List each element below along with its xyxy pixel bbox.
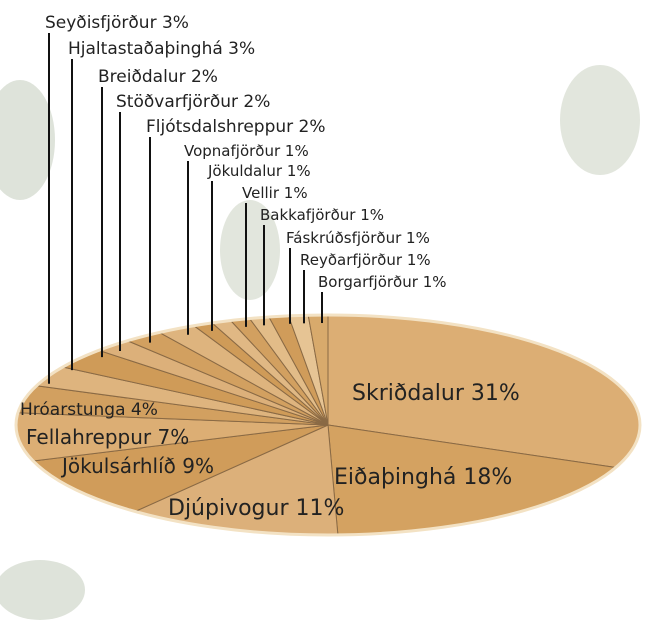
slice-label: Borgarfjörður 1%: [318, 273, 446, 291]
slice-label: Breiðdalur 2%: [98, 67, 218, 87]
category-label: Vopnafjörður: [184, 142, 281, 160]
slice-label: Jökulsárhlíð 9%: [60, 454, 214, 478]
category-label: Fljótsdalshreppur: [146, 117, 293, 137]
category-label: Djúpivogur: [168, 496, 289, 521]
slice-label: Vellir 1%: [242, 184, 308, 202]
slice-label: Djúpivogur 11%: [168, 496, 344, 521]
chart: Skriðdalur 31% Eiðaþinghá 18% Djúpivogur 1…: [0, 0, 652, 635]
value-label: 18%: [463, 465, 512, 490]
value-label: 1%: [285, 142, 309, 160]
category-label: Bakkafjörður: [260, 206, 356, 224]
value-label: 4%: [131, 400, 158, 420]
value-label: 11%: [296, 496, 345, 521]
slice-label: Fáskrúðsfjörður 1%: [286, 229, 430, 247]
category-label: Vellir: [242, 184, 280, 202]
value-label: 1%: [407, 251, 431, 269]
slice-label: Seyðisfjörður 3%: [45, 13, 189, 33]
value-label: 1%: [406, 229, 430, 247]
value-label: 3%: [228, 39, 255, 59]
category-label: Jökulsárhlíð: [60, 454, 176, 478]
value-label: 3%: [162, 13, 189, 33]
slice-label: Hróarstunga 4%: [20, 400, 158, 420]
value-label: 31%: [471, 381, 520, 406]
slice-label: Jökuldalur 1%: [207, 162, 311, 180]
slice-label: Stöðvarfjörður 2%: [116, 92, 270, 112]
slice-label: Vopnafjörður 1%: [184, 142, 309, 160]
value-label: 1%: [360, 206, 384, 224]
value-label: 1%: [284, 184, 308, 202]
slice-label: Fljótsdalshreppur 2%: [146, 117, 326, 137]
category-label: Reyðarfjörður: [300, 251, 403, 269]
value-label: 2%: [191, 67, 218, 87]
category-label: Hjaltastaðaþinghá: [68, 39, 223, 59]
slice-label: Skriðdalur 31%: [352, 381, 520, 406]
slice-label: Eiðaþinghá 18%: [334, 465, 512, 490]
value-label: 2%: [299, 117, 326, 137]
category-label: Eiðaþinghá: [334, 465, 456, 490]
slice-label: Bakkafjörður 1%: [260, 206, 384, 224]
category-label: Fellahreppur: [26, 425, 152, 449]
value-label: 7%: [158, 425, 190, 449]
slice-label: Fellahreppur 7%: [26, 425, 189, 449]
slice-label: Hjaltastaðaþinghá 3%: [68, 39, 255, 59]
slice-label: Reyðarfjörður 1%: [300, 251, 431, 269]
category-label: Skriðdalur: [352, 381, 465, 406]
value-label: 9%: [182, 454, 214, 478]
category-label: Hróarstunga: [20, 400, 126, 420]
category-label: Borgarfjörður: [318, 273, 419, 291]
category-label: Stöðvarfjörður: [116, 92, 238, 112]
value-label: 2%: [243, 92, 270, 112]
category-label: Fáskrúðsfjörður: [286, 229, 402, 247]
category-label: Jökuldalur: [207, 162, 283, 180]
category-label: Seyðisfjörður: [45, 13, 157, 33]
category-label: Breiðdalur: [98, 67, 186, 87]
value-label: 1%: [287, 162, 311, 180]
value-label: 1%: [423, 273, 447, 291]
